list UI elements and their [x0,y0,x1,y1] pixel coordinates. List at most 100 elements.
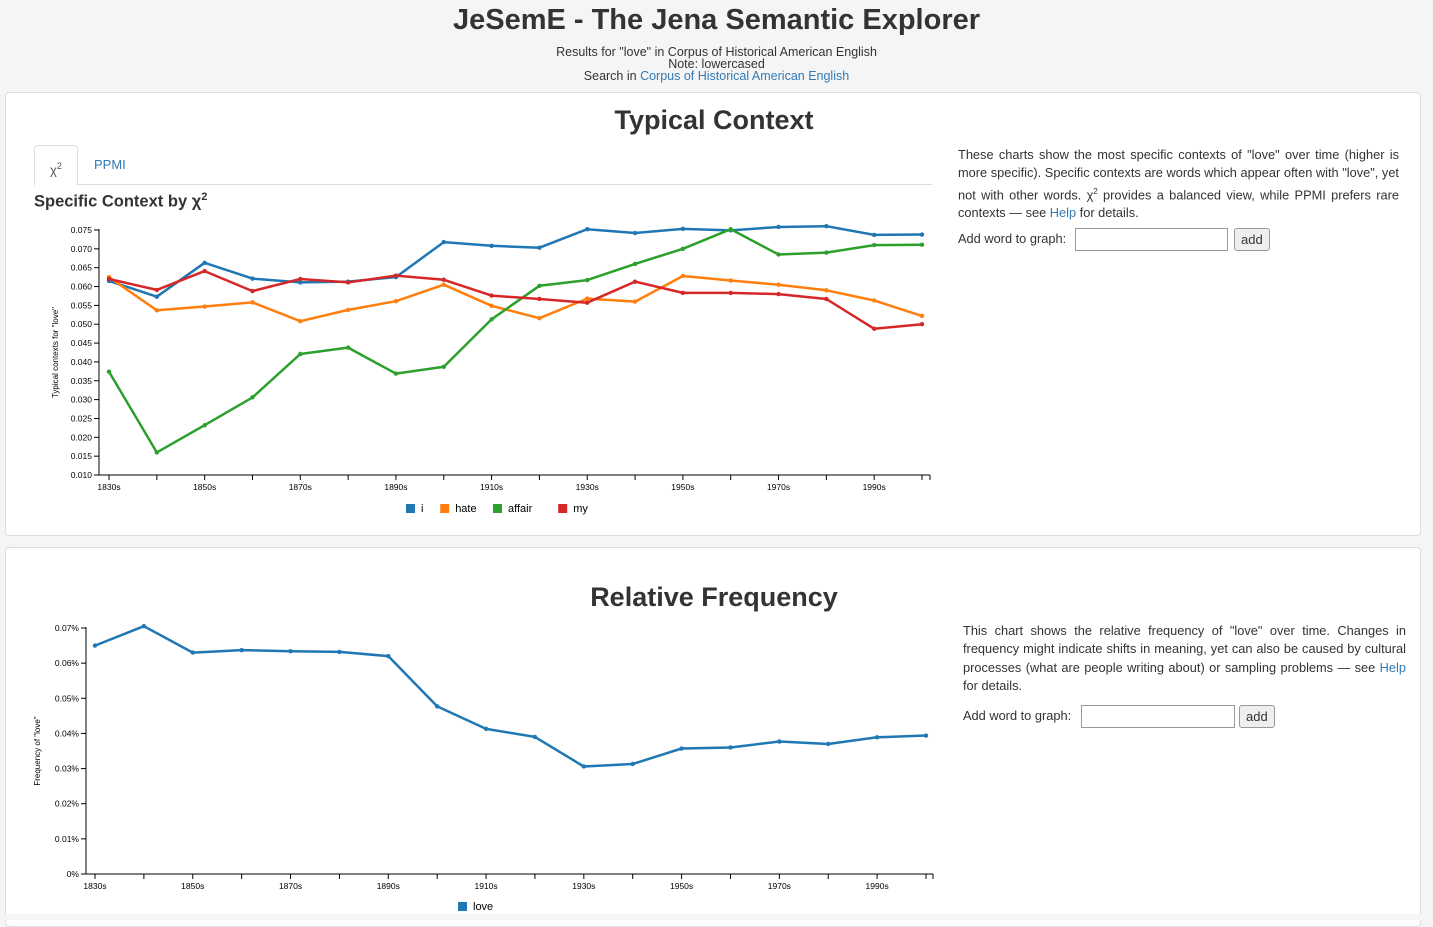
data-point-i [871,232,877,238]
data-point-hate [537,316,542,321]
data-point-love [288,648,293,654]
data-point-my [824,296,829,302]
x-tick-label: 1950s [670,881,693,891]
data-point-hate [776,282,781,287]
y-tick-label: 0.025 [71,413,93,423]
data-point-love [874,735,880,740]
data-point-affair [202,423,207,428]
corpus-link[interactable]: Corpus of Historical American English [640,69,850,83]
context-desc-chi: χ [1086,186,1094,202]
context-chart: 0.010 0.015 0.020 0.025 0.030 0.035 0.040 0.045… [51,224,931,515]
data-point-affair [919,242,925,247]
y-tick-label: 0.050 [71,319,93,329]
tab-chi-squared[interactable]: χ2 [34,145,78,186]
data-point-love [434,704,440,709]
x-tick-label: 1930s [576,482,599,492]
legend-swatch-i [406,504,415,513]
x-tick-label: 1870s [289,482,312,492]
x-tick-label: 1910s [474,881,497,891]
y-tick-label: 0.02% [55,799,80,809]
data-point-my [680,290,686,296]
data-point-affair [728,227,733,232]
y-tick-label: 0.05% [55,693,80,703]
data-point-my [154,287,160,293]
frequency-add-word-input[interactable] [1081,705,1235,728]
note-line: Note: lowercased [668,57,765,71]
y-tick-label: 0.055 [71,300,93,310]
data-point-hate [393,299,399,304]
context-desc-text-1: These charts show the most specific cont… [958,147,1399,202]
x-tick-label: 1830s [97,482,120,492]
data-point-hate [680,273,686,279]
tab-chi-label: χ [50,162,57,178]
tab-ppmi[interactable]: PPMI [94,157,126,172]
y-tick-label: 0.07% [55,623,80,633]
data-point-love [581,764,587,769]
chart-title-label: Specific Context by χ [34,192,202,211]
data-point-hate [919,313,925,319]
data-point-my [776,291,781,297]
context-desc-sup: 2 [1093,186,1098,196]
data-point-my [393,273,399,278]
relative-frequency-panel: Relative Frequency 0% 0.01% 0.02% 0.03% 0.04… [5,547,1421,927]
data-point-love [141,624,147,629]
legend-label-hate: hate [455,503,476,515]
data-point-i [250,276,255,281]
page-header: JeSemE - The Jena Semantic Explorer Resu… [0,0,1433,92]
context-desc-text-2: provides a balanced view, while PPMI pre… [958,186,1399,221]
frequency-add-label: Add word to graph: [963,708,1072,723]
y-tick-label: 0.035 [71,376,93,386]
context-add-button[interactable]: add [1234,228,1270,251]
y-tick-label: 0.04% [55,728,80,738]
data-point-affair [776,252,781,257]
data-point-i [489,243,494,249]
legend-label-affair: affair [508,503,533,515]
x-tick-label: 1890s [384,482,407,492]
data-point-hate [154,308,160,313]
x-tick-label: 1970s [768,881,791,891]
data-point-i [298,280,303,285]
tab-chi-sup: 2 [56,161,62,171]
page-title: JeSemE - The Jena Semantic Explorer [452,4,981,36]
series-line-hate [108,274,923,323]
y-tick-label: 0.070 [71,244,93,254]
data-point-i [919,232,925,237]
series-line-affair [107,227,923,454]
x-tick-label: 1850s [181,881,204,891]
data-point-my [441,277,446,282]
chart-title: Specific Context by χ2 [34,191,207,212]
x-tick-label: 1870s [279,881,302,891]
search-line: Search in Corpus of Historical American … [0,69,1433,83]
data-point-hate [489,303,494,308]
data-point-love [728,745,733,750]
data-point-love [239,647,244,653]
legend-label-i: i [421,503,423,515]
data-point-affair [154,450,160,455]
frequency-help-link[interactable]: Help [1379,659,1406,675]
data-point-my [632,279,638,284]
data-point-my [298,276,303,282]
legend-swatch-my [558,504,568,513]
data-point-hate [441,282,446,287]
frequency-add-word-row: Add word to graph: add [963,705,1363,728]
data-point-love [826,741,831,747]
legend-swatch-hate [440,504,450,513]
legend-label-love: love [473,901,493,913]
x-tick-label: 1990s [863,482,886,492]
data-point-affair [489,317,494,322]
data-point-love [777,739,782,744]
data-point-my [250,288,255,294]
data-point-my [585,300,590,305]
data-point-my [537,296,542,302]
x-tick-label: 1950s [671,482,694,492]
data-point-affair [585,277,590,283]
x-tick-label: 1930s [572,881,595,891]
context-add-label: Add word to graph: [958,231,1067,246]
context-description: These charts show the most specific cont… [958,146,1399,222]
relative-frequency-heading: Relative Frequency [590,582,838,612]
results-line: Results for "love" in Corpus of Historic… [556,45,877,59]
context-add-word-input[interactable] [1075,228,1228,251]
data-point-love [337,649,342,655]
context-help-link[interactable]: Help [1049,205,1077,221]
frequency-add-button[interactable]: add [1239,705,1275,728]
